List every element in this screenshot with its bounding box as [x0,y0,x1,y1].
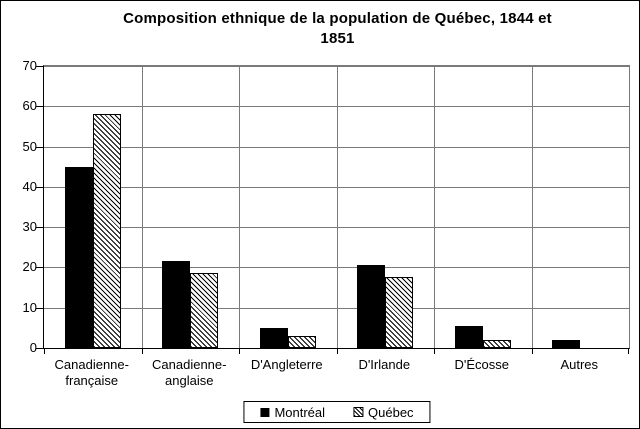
category-separator [239,66,240,348]
x-axis-tick [628,349,629,354]
chart-title: Composition ethnique de la population de… [44,9,631,49]
legend-label-montreal: Montréal [274,404,326,420]
gridline-y-40 [44,186,629,188]
category-label-autres: Autres [531,357,629,373]
category-separator [337,66,338,348]
category-label-canadienne-francaise: Canadienne-française [43,357,141,389]
bar-montreal-d-angleterre [260,328,288,348]
y-axis-label-50: 50 [22,138,37,154]
x-axis-tick [532,349,533,354]
y-axis-tick [36,307,43,309]
bar-montreal-d-ecosse [455,326,483,348]
legend: Montréal Québec [243,401,431,423]
category-label-line: anglaise [165,373,214,388]
bar-quebec-canadienne-francaise [93,114,121,348]
category-label-line: D'Angleterre [250,357,323,372]
legend-label-quebec: Québec [368,404,414,420]
category-label-d-irlande: D'Irlande [336,357,434,373]
y-axis-label-70: 70 [22,58,37,73]
category-label-d-ecosse: D'Écosse [433,357,531,373]
legend-swatch-montreal-icon [260,407,270,417]
gridline-y-10 [44,307,629,309]
x-axis-tick [337,349,338,354]
x-axis-tick [239,349,240,354]
category-separator [532,66,533,348]
y-axis-tick [36,146,43,148]
category-label-line: D'Écosse [454,357,509,372]
legend-item-quebec: Québec [353,405,414,420]
gridline-y-50 [44,146,629,148]
x-axis-tick [142,349,143,354]
category-label-line: Autres [560,357,599,372]
y-axis-label-20: 20 [22,259,37,275]
legend-item-montreal: Montréal [260,405,325,420]
category-label-canadienne-anglaise: Canadienne-anglaise [141,357,239,389]
category-label-line: Canadienne- [152,357,227,372]
y-axis-label-60: 60 [22,98,37,114]
y-axis-label-10: 10 [22,299,37,315]
bar-montreal-canadienne-anglaise [162,261,190,348]
chart-title-line-2: 1851 [320,30,355,47]
x-axis-tick [44,349,45,354]
gridline-y-30 [44,227,629,229]
y-axis-label-40: 40 [22,178,37,194]
plot-area [36,65,630,354]
category-label-line: D'Irlande [358,357,411,372]
x-axis-tick [434,349,435,354]
chart-title-line-1: Composition ethnique de la population de… [123,10,552,27]
bar-quebec-d-angleterre [288,336,316,348]
category-label-line: française [65,373,119,388]
y-axis-tick [36,267,43,269]
bar-montreal-canadienne-francaise [65,167,93,348]
bar-montreal-autres [552,340,580,348]
legend-swatch-quebec-icon [353,407,364,417]
y-axis-tick [36,227,43,229]
bar-quebec-d-irlande [385,277,413,348]
gridline-y-20 [44,267,629,269]
y-axis-tick [36,186,43,188]
category-separator [434,66,435,348]
gridline-y-70 [44,66,629,67]
y-axis-label-0: 0 [29,340,37,355]
bar-montreal-d-irlande [357,265,385,348]
y-axis-label-30: 30 [22,219,37,235]
y-axis-tick [36,66,43,67]
category-separator [142,66,143,348]
category-label-line: Canadienne- [54,357,129,372]
category-label-d-angleterre: D'Angleterre [238,357,336,373]
y-axis-tick [36,348,43,349]
y-axis-tick [36,106,43,108]
gridline-y-60 [44,106,629,108]
bar-quebec-canadienne-anglaise [190,273,218,348]
bar-quebec-d-ecosse [483,340,511,348]
